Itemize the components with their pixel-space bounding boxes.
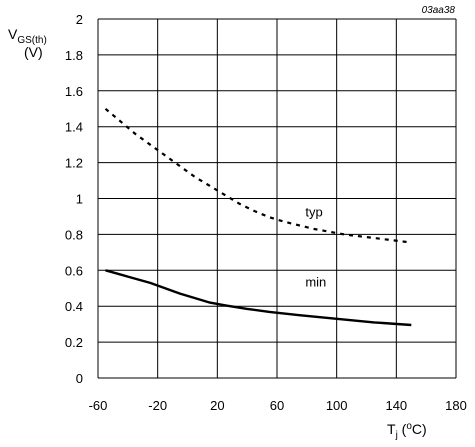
x-tick-label: 20	[210, 398, 224, 413]
y-tick-label: 1.8	[65, 48, 83, 63]
y-tick-label: 0.8	[65, 227, 83, 242]
x-tick-label: -60	[89, 398, 108, 413]
y-tick-label: 1	[76, 192, 83, 207]
y-tick-label: 0.4	[65, 299, 83, 314]
series-label-min: min	[305, 274, 326, 289]
y-axis-unit: (V)	[24, 44, 43, 60]
figure-reference: 03aa38	[422, 5, 456, 16]
y-tick-label: 2	[76, 12, 83, 27]
x-tick-label: -20	[148, 398, 167, 413]
x-tick-label: 180	[445, 398, 467, 413]
x-axis-title: Tj (oC)	[387, 421, 427, 441]
series-label-typ: typ	[305, 204, 322, 219]
series-line-typ	[104, 107, 412, 244]
y-axis-title: VGS(th)	[8, 26, 47, 46]
y-tick-label: 1.2	[65, 156, 83, 171]
y-tick-label: 0	[76, 371, 83, 386]
y-tick-label: 0.6	[65, 263, 83, 278]
y-tick-label: 1.6	[65, 84, 83, 99]
y-tick-label: 1.4	[65, 120, 83, 135]
x-tick-label: 60	[270, 398, 284, 413]
series-line-min	[105, 269, 412, 327]
x-tick-label: 140	[385, 398, 407, 413]
series-lines	[104, 107, 412, 327]
series-labels: typ min	[305, 204, 326, 289]
x-tick-label: 100	[326, 398, 348, 413]
tick-labels: -60 -20 20 60 100 140 180 0 0.2 0.4 0.6 0.8 1 1.2 1.4 1…	[65, 12, 467, 413]
y-tick-label: 0.2	[65, 335, 83, 350]
grid	[97, 18, 457, 379]
